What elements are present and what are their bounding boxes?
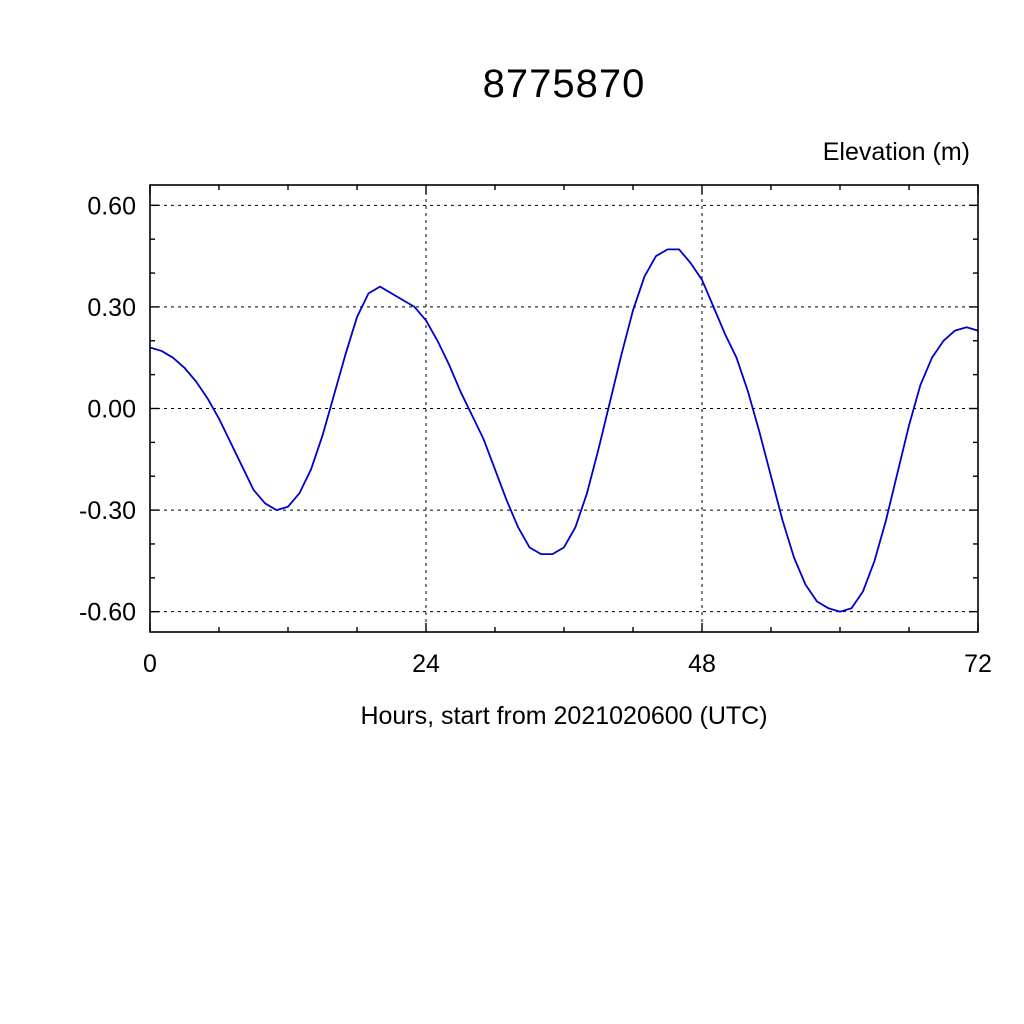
x-tick-label: 24 xyxy=(412,650,440,678)
y-tick-label: 0.30 xyxy=(87,294,136,322)
x-tick-label: 0 xyxy=(143,650,157,678)
x-axis-title: Hours, start from 2021020600 (UTC) xyxy=(360,702,768,730)
y-tick-label: -0.60 xyxy=(79,599,136,627)
elevation-series-line xyxy=(149,248,979,613)
y-tick-label: 0.60 xyxy=(87,192,136,220)
x-tick-label: 72 xyxy=(964,650,992,678)
chart-title: 8775870 xyxy=(482,62,646,106)
x-tick-label: 48 xyxy=(688,650,716,678)
y-tick-label: -0.30 xyxy=(79,497,136,525)
y-tick-label: 0.00 xyxy=(87,396,136,424)
y-axis-title: Elevation (m) xyxy=(822,138,970,166)
